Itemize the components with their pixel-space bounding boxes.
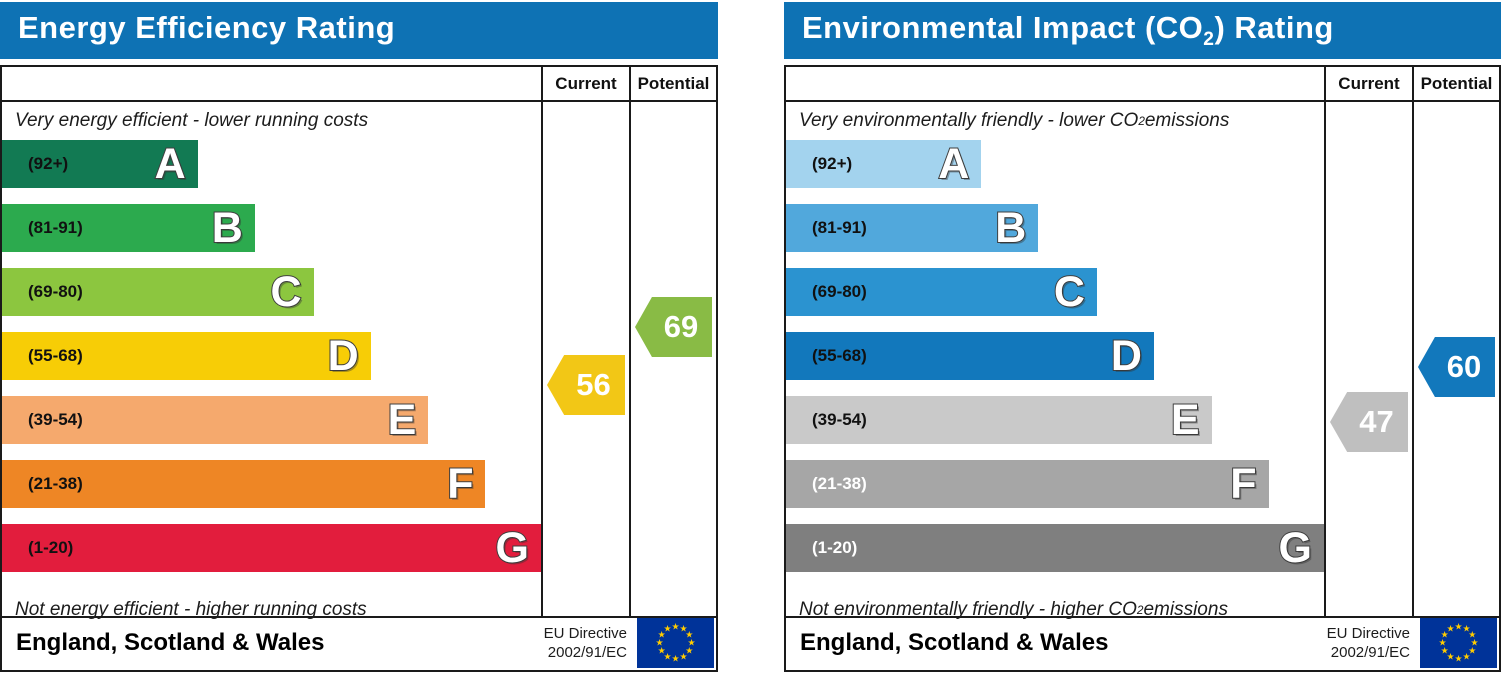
environmental-impact-panel: Environmental Impact (CO2) Rating Curren… bbox=[784, 2, 1501, 675]
environmental-band-b: (81-91) B bbox=[786, 203, 1039, 252]
energy-bottom-note: Not energy efficient - higher running co… bbox=[15, 599, 367, 620]
environmental-header-spacer bbox=[786, 67, 1324, 100]
environmental-current-value: 47 bbox=[1359, 404, 1394, 439]
environmental-band-f: (21-38) F bbox=[786, 460, 1269, 508]
band-range-label: (21-38) bbox=[812, 474, 867, 493]
energy-table-header-row: Current Potential bbox=[2, 67, 716, 102]
environmental-eu-directive-label: EU Directive 2002/91/EC bbox=[1326, 624, 1410, 662]
energy-region-label: England, Scotland & Wales bbox=[16, 629, 325, 656]
environmental-current-column-header: Current bbox=[1324, 67, 1412, 100]
energy-rating-table: Current Potential Very energy efficient … bbox=[0, 65, 718, 672]
band-letter: C bbox=[1053, 267, 1086, 316]
environmental-potential-rating-arrow: 60 bbox=[1418, 337, 1495, 397]
energy-band-a: (92+) A bbox=[2, 140, 198, 188]
band-letter: F bbox=[446, 459, 474, 508]
eu-flag-icon: ★ ★ ★ ★ ★ ★ ★ ★ ★ ★ ★ ★ bbox=[1420, 618, 1497, 668]
environmental-current-rating-arrow: 47 bbox=[1330, 392, 1408, 452]
band-letter: E bbox=[1170, 395, 1201, 444]
energy-title-bar: Energy Efficiency Rating bbox=[0, 2, 718, 59]
band-letter: D bbox=[1110, 331, 1143, 380]
environmental-table-footer: England, Scotland & Wales EU Directive 2… bbox=[786, 616, 1499, 668]
environmental-panel-title: Environmental Impact (CO2) Rating bbox=[802, 9, 1334, 51]
energy-bands-area: Very energy efficient - lower running co… bbox=[2, 102, 541, 620]
band-letter: D bbox=[327, 331, 360, 380]
band-range-label: (92+) bbox=[28, 154, 69, 173]
environmental-title-bar: Environmental Impact (CO2) Rating bbox=[784, 2, 1501, 59]
band-range-label: (81-91) bbox=[28, 218, 83, 237]
band-range-label: (92+) bbox=[812, 154, 853, 173]
environmental-table-header-row: Current Potential bbox=[786, 67, 1499, 102]
band-letter: C bbox=[269, 267, 302, 316]
energy-eu-directive-label: EU Directive 2002/91/EC bbox=[543, 624, 627, 662]
environmental-top-note: Very environmentally friendly - lower CO… bbox=[799, 110, 1230, 131]
environmental-current-column: 47 bbox=[1324, 102, 1412, 616]
environmental-table-body: Very environmentally friendly - lower CO… bbox=[786, 102, 1499, 620]
energy-header-spacer bbox=[2, 67, 541, 100]
band-range-label: (39-54) bbox=[812, 410, 867, 429]
eu-flag-icon: ★ ★ ★ ★ ★ ★ ★ ★ ★ ★ ★ ★ bbox=[637, 618, 714, 668]
energy-current-column: 56 bbox=[541, 102, 629, 616]
energy-current-column-header: Current bbox=[541, 67, 629, 100]
environmental-band-e: (39-54) E bbox=[786, 396, 1212, 444]
band-letter: B bbox=[211, 203, 244, 252]
energy-potential-value: 69 bbox=[663, 309, 699, 344]
band-range-label: (69-80) bbox=[28, 282, 83, 301]
band-range-label: (21-38) bbox=[28, 474, 83, 493]
band-range-label: (69-80) bbox=[812, 282, 867, 301]
energy-potential-rating-arrow: 69 bbox=[635, 297, 712, 357]
energy-potential-column-header: Potential bbox=[629, 67, 716, 100]
band-letter: A bbox=[937, 139, 970, 188]
energy-potential-column: 69 bbox=[629, 102, 716, 616]
band-letter: B bbox=[994, 203, 1027, 252]
environmental-potential-column-header: Potential bbox=[1412, 67, 1499, 100]
band-letter: E bbox=[387, 395, 418, 444]
environmental-band-d: (55-68) D bbox=[786, 332, 1154, 380]
energy-band-f: (21-38) F bbox=[2, 459, 486, 508]
environmental-bands-area: Very environmentally friendly - lower CO… bbox=[786, 102, 1324, 620]
energy-top-note: Very energy efficient - lower running co… bbox=[15, 110, 369, 131]
energy-panel-title: Energy Efficiency Rating bbox=[18, 9, 396, 45]
energy-current-rating-arrow: 56 bbox=[547, 355, 625, 415]
band-range-label: (1-20) bbox=[28, 538, 74, 557]
energy-efficiency-panel: Energy Efficiency Rating Current Potenti… bbox=[0, 2, 718, 675]
energy-band-b: (81-91) B bbox=[2, 204, 255, 252]
energy-band-c: (69-80) C bbox=[2, 268, 314, 316]
band-range-label: (39-54) bbox=[28, 410, 83, 429]
environmental-potential-column: 60 bbox=[1412, 102, 1499, 616]
energy-band-e: (39-54) E bbox=[2, 395, 429, 444]
environmental-band-g: (1-20) G bbox=[786, 524, 1324, 572]
environmental-potential-value: 60 bbox=[1446, 349, 1482, 384]
band-letter: A bbox=[154, 139, 187, 188]
environmental-bottom-note: Not environmentally friendly - higher CO… bbox=[799, 599, 1228, 620]
band-range-label: (1-20) bbox=[812, 538, 858, 557]
band-range-label: (81-91) bbox=[812, 218, 867, 237]
environmental-band-c: (69-80) C bbox=[786, 268, 1097, 316]
energy-band-g: (1-20) G bbox=[2, 524, 541, 572]
energy-table-footer: England, Scotland & Wales EU Directive 2… bbox=[2, 616, 716, 668]
band-letter: G bbox=[495, 523, 530, 572]
band-range-label: (55-68) bbox=[812, 346, 867, 365]
energy-band-d: (55-68) D bbox=[2, 332, 371, 380]
environmental-region-label: England, Scotland & Wales bbox=[800, 629, 1109, 656]
band-range-label: (55-68) bbox=[28, 346, 83, 365]
environmental-band-a: (92+) A bbox=[786, 139, 982, 188]
band-letter: G bbox=[1278, 523, 1313, 572]
energy-current-value: 56 bbox=[576, 367, 611, 402]
energy-table-body: Very energy efficient - lower running co… bbox=[2, 102, 716, 620]
environmental-rating-table: Current Potential Very environmentally f… bbox=[784, 65, 1501, 672]
band-letter: F bbox=[1229, 459, 1257, 508]
